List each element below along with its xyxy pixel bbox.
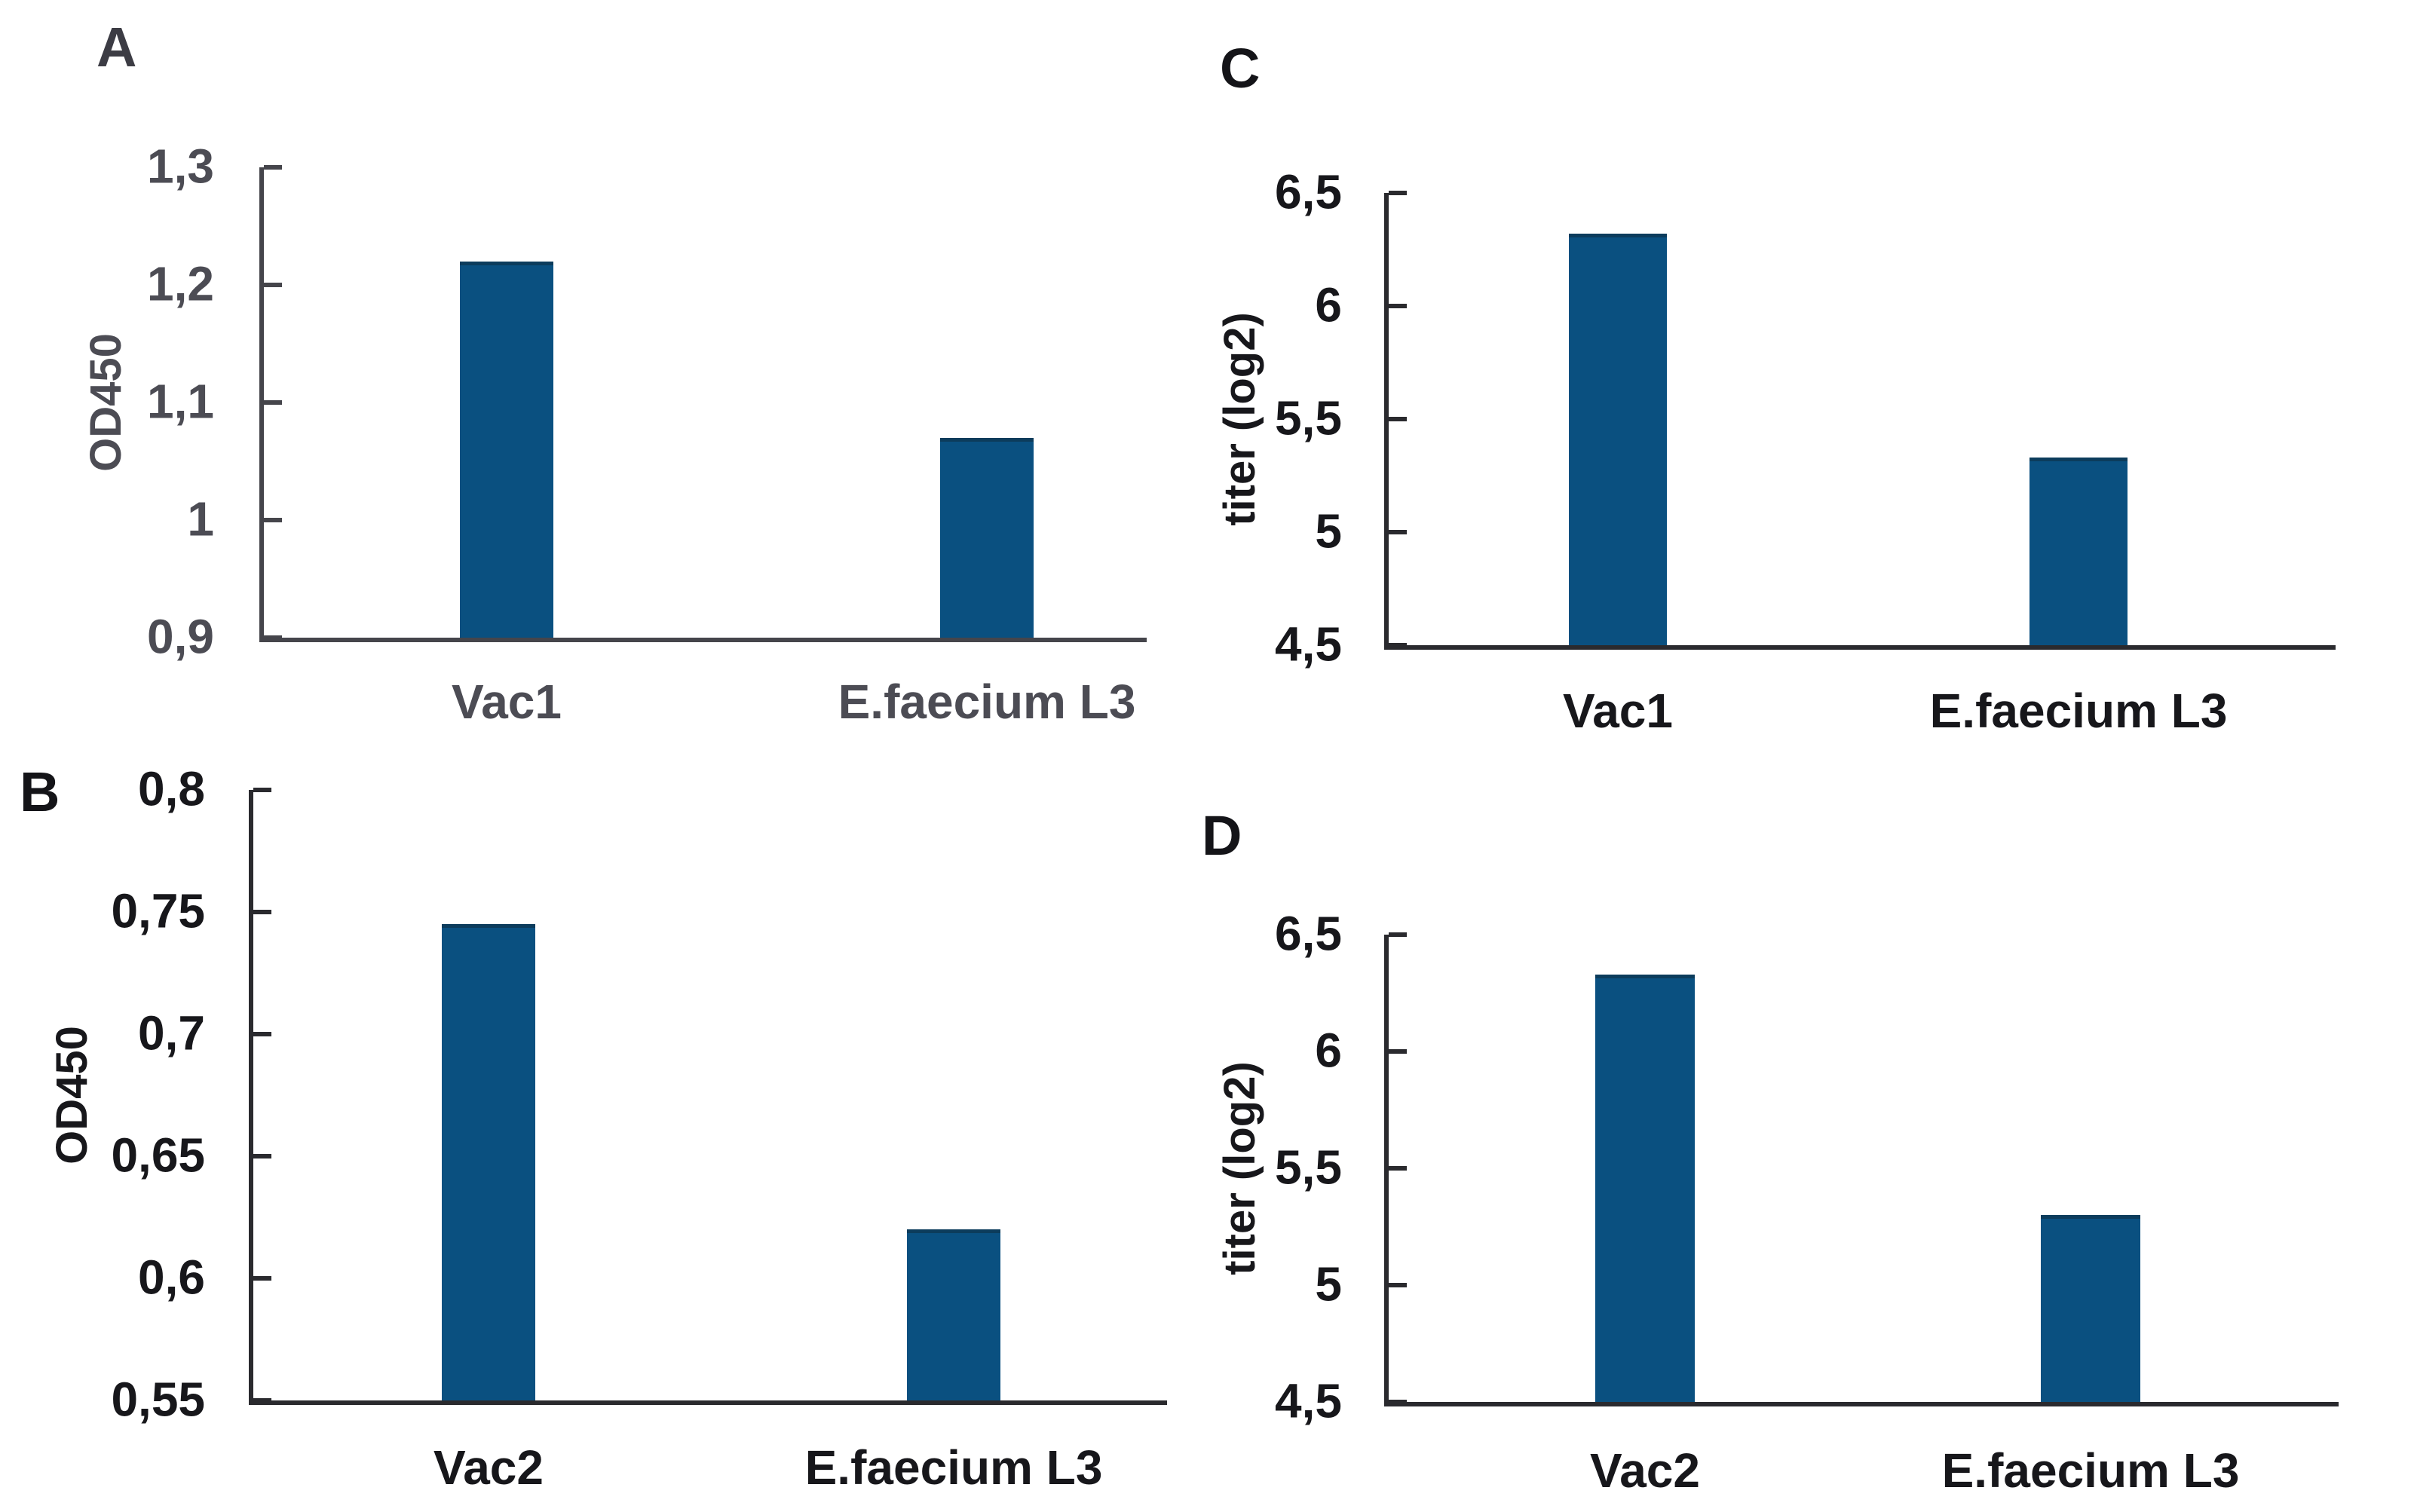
- panel-a-plot-area: [259, 167, 1147, 642]
- bar-d-e-faecium-l3: [2041, 1215, 2140, 1402]
- x-category-label: E.faecium L3: [838, 675, 1136, 729]
- panel-d-letter: D: [1202, 804, 1242, 867]
- y-tick-mark: [264, 635, 282, 640]
- y-tick-label: 0,6: [138, 1250, 205, 1305]
- y-tick-label: 5,5: [1275, 390, 1342, 445]
- y-tick-mark: [264, 165, 282, 170]
- y-tick-label: 0,7: [138, 1005, 205, 1061]
- y-tick-label: 1: [187, 491, 214, 546]
- y-tick-label: 0,55: [111, 1372, 205, 1427]
- x-category-label: E.faecium L3: [804, 1440, 1103, 1495]
- x-category-label: Vac1: [452, 675, 562, 729]
- y-tick-mark: [253, 1276, 271, 1281]
- y-tick-label: 4,5: [1275, 1373, 1342, 1428]
- y-tick-mark: [1389, 932, 1407, 937]
- y-tick-mark: [253, 788, 271, 792]
- y-tick-label: 0,65: [111, 1128, 205, 1183]
- y-tick-mark: [1389, 191, 1407, 195]
- y-tick-mark: [1389, 1049, 1407, 1054]
- y-tick-mark: [1389, 530, 1407, 534]
- y-tick-mark: [1389, 417, 1407, 421]
- y-tick-mark: [253, 1398, 271, 1403]
- y-tick-label: 1,2: [147, 256, 214, 311]
- y-tick-label: 6,5: [1275, 906, 1342, 961]
- bar-a-vac1: [460, 261, 553, 638]
- y-tick-mark: [1389, 643, 1407, 647]
- panel-b-plot-area: [249, 790, 1167, 1405]
- y-tick-label: 4,5: [1275, 617, 1342, 672]
- y-tick-label: 6: [1315, 277, 1342, 332]
- y-tick-mark: [253, 910, 271, 914]
- y-tick-mark: [264, 518, 282, 522]
- y-tick-mark: [253, 1154, 271, 1158]
- y-tick-label: 6: [1315, 1023, 1342, 1078]
- y-tick-mark: [264, 283, 282, 287]
- panel-c-letter: C: [1220, 37, 1261, 99]
- panel-d-plot-area: [1384, 935, 2339, 1406]
- y-tick-label: 0,75: [111, 883, 205, 938]
- x-category-label: Vac2: [433, 1440, 544, 1495]
- y-tick-mark: [253, 1032, 271, 1036]
- y-tick-label: 5,5: [1275, 1140, 1342, 1195]
- panel-c-plot-area: [1384, 193, 2336, 650]
- panel-b-letter: B: [20, 761, 60, 823]
- x-category-label: Vac2: [1590, 1443, 1700, 1498]
- y-tick-mark: [264, 400, 282, 405]
- y-tick-label: 5: [1315, 503, 1342, 559]
- bar-a-e-faecium-l3: [940, 437, 1034, 638]
- y-tick-mark: [1389, 304, 1407, 308]
- y-tick-mark: [1389, 1166, 1407, 1171]
- bar-d-vac2: [1595, 974, 1695, 1402]
- bar-b-vac2: [442, 924, 535, 1400]
- x-category-label: E.faecium L3: [1941, 1443, 2240, 1498]
- bar-c-e-faecium-l3: [2029, 458, 2128, 645]
- y-tick-mark: [1389, 1283, 1407, 1287]
- y-tick-label: 6,5: [1275, 164, 1342, 219]
- x-category-label: Vac1: [1563, 684, 1673, 738]
- y-tick-label: 1,1: [147, 374, 214, 429]
- y-tick-label: 0,8: [138, 761, 205, 816]
- panel-a-letter: A: [96, 16, 137, 78]
- bar-c-vac1: [1569, 234, 1667, 645]
- y-tick-label: 0,9: [147, 609, 214, 664]
- y-tick-label: 1,3: [147, 139, 214, 194]
- y-tick-mark: [1389, 1400, 1407, 1404]
- y-tick-label: 5: [1315, 1256, 1342, 1312]
- x-category-label: E.faecium L3: [1929, 684, 2228, 738]
- bar-b-e-faecium-l3: [907, 1229, 1000, 1400]
